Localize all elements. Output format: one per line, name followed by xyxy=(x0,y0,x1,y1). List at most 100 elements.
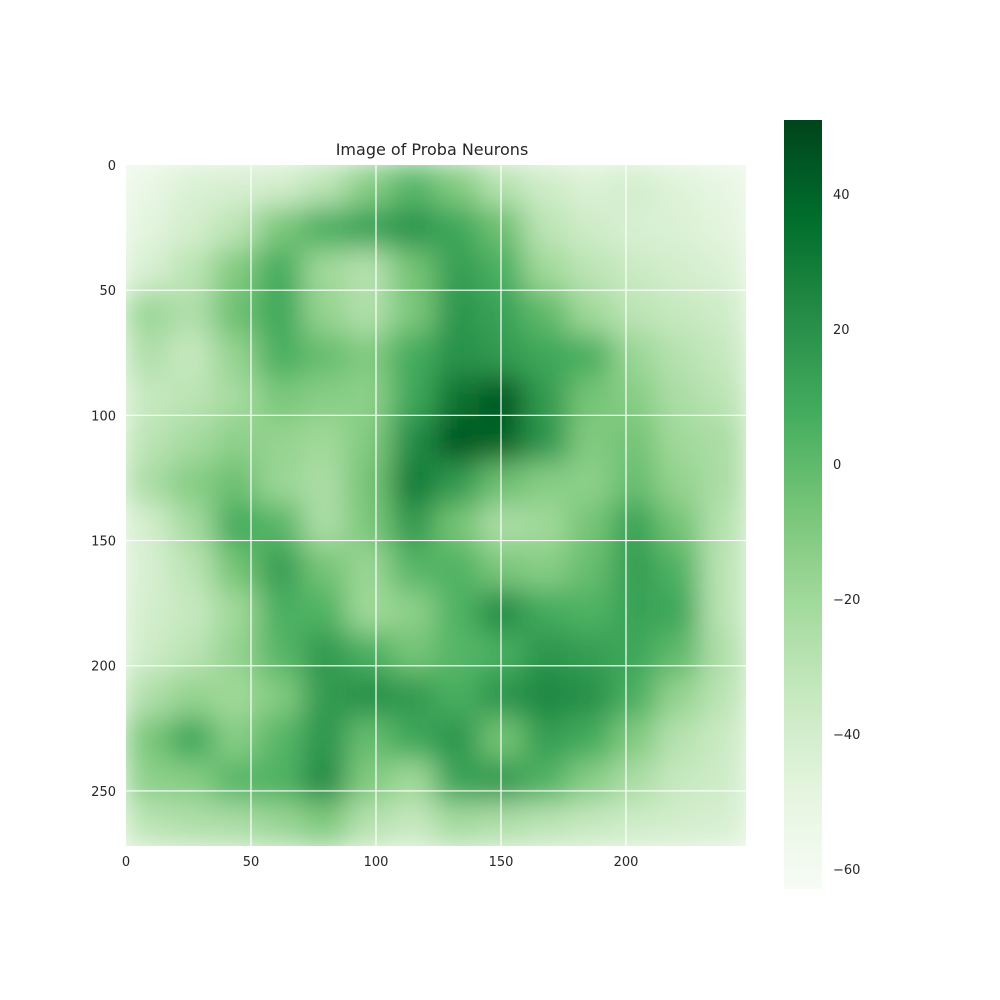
heatmap-cell xyxy=(700,717,746,762)
heatmap-cell xyxy=(435,334,482,379)
heatmap-cell xyxy=(656,419,703,464)
heatmap-cell xyxy=(346,547,393,592)
heatmap-cell xyxy=(479,759,526,805)
colorbar-ticks: 40 20 0 −20 −40 −60 xyxy=(833,188,860,878)
heatmap-cell xyxy=(700,632,746,677)
heatmap-cell xyxy=(523,461,570,507)
heatmap-cell xyxy=(523,547,570,592)
heatmap-cell xyxy=(169,759,216,805)
heatmap-cell xyxy=(612,674,659,720)
heatmap-cell xyxy=(435,376,482,422)
y-tick-label: 100 xyxy=(91,409,116,424)
heatmap-cell xyxy=(656,802,703,846)
heatmap-cell xyxy=(126,334,172,379)
heatmap-cell xyxy=(479,376,526,422)
heatmap-cell xyxy=(302,334,349,379)
heatmap-cell xyxy=(390,165,437,209)
heatmap-cell xyxy=(435,461,482,507)
heatmap-cell xyxy=(612,249,659,294)
heatmap-cell xyxy=(612,461,659,507)
heatmap-cell xyxy=(302,419,349,464)
heatmap-cell xyxy=(169,376,216,422)
colorbar xyxy=(784,120,822,889)
heatmap-cell xyxy=(567,334,615,379)
heatmap-cell xyxy=(700,206,746,252)
heatmap-cell xyxy=(346,759,393,805)
heatmap-cell xyxy=(126,717,172,762)
heatmap-cell xyxy=(390,419,437,464)
heatmap-cell xyxy=(523,291,570,337)
heatmap-cell xyxy=(346,376,393,422)
heatmap-cell xyxy=(700,249,746,294)
heatmap-cell xyxy=(169,674,216,720)
heatmap-cell xyxy=(479,249,526,294)
heatmap-cell xyxy=(302,802,349,846)
heatmap-cell xyxy=(479,717,526,762)
heatmap-cell xyxy=(567,632,615,677)
heatmap-cell xyxy=(346,249,393,294)
heatmap-cell xyxy=(523,589,570,635)
heatmap-cell xyxy=(700,759,746,805)
heatmap-cell xyxy=(567,165,615,209)
heatmap-cell xyxy=(257,291,305,337)
heatmap-cell xyxy=(435,249,482,294)
heatmap-cell xyxy=(126,165,172,209)
heatmap-cell xyxy=(346,504,393,550)
heatmap-cell xyxy=(126,291,172,337)
heatmap-cell xyxy=(302,589,349,635)
heatmap-cell xyxy=(126,589,172,635)
heatmap-cell xyxy=(213,589,260,635)
heatmap-cell xyxy=(612,589,659,635)
heatmap-cell xyxy=(700,165,746,209)
heatmap-cell xyxy=(523,206,570,252)
heatmap-cell xyxy=(126,419,172,464)
heatmap-cell xyxy=(302,717,349,762)
heatmap-cell xyxy=(126,674,172,720)
heatmap-cell xyxy=(656,717,703,762)
y-tick-label: 150 xyxy=(91,535,116,550)
heatmap-cell xyxy=(390,249,437,294)
heatmap-cell xyxy=(523,419,570,464)
heatmap-cell xyxy=(435,206,482,252)
heatmap-cell xyxy=(390,802,437,846)
heatmap-cell xyxy=(257,419,305,464)
heatmap-cell xyxy=(612,504,659,550)
heatmap-cell xyxy=(257,334,305,379)
heatmap-cell xyxy=(656,206,703,252)
heatmap-cell xyxy=(213,334,260,379)
heatmap-cell xyxy=(390,589,437,635)
heatmap-cell xyxy=(612,334,659,379)
heatmap-cell xyxy=(567,419,615,464)
heatmap-cell xyxy=(656,376,703,422)
heatmap-cell xyxy=(302,291,349,337)
colorbar-tick-label: −40 xyxy=(833,728,860,743)
grid-lines xyxy=(126,165,746,846)
heatmap-cell xyxy=(346,291,393,337)
heatmap-cell xyxy=(302,376,349,422)
heatmap-cell xyxy=(612,291,659,337)
heatmap-cell xyxy=(479,165,526,209)
heatmap-cell xyxy=(567,759,615,805)
heatmap-cell xyxy=(567,589,615,635)
heatmap-cell xyxy=(169,802,216,846)
x-tick-label: 100 xyxy=(364,855,389,870)
heatmap-cell xyxy=(612,802,659,846)
heatmap-cell xyxy=(435,419,482,464)
heatmap-cell xyxy=(213,759,260,805)
heatmap-cell xyxy=(700,674,746,720)
heatmap-cell xyxy=(213,461,260,507)
heatmap-cell xyxy=(523,802,570,846)
heatmap-cell xyxy=(435,802,482,846)
heatmap-cell xyxy=(302,461,349,507)
heatmap-cell xyxy=(126,461,172,507)
heatmap-cell xyxy=(213,547,260,592)
heatmap-cell xyxy=(346,461,393,507)
heatmap-cell xyxy=(700,376,746,422)
heatmap-cell xyxy=(656,547,703,592)
heatmap-cell xyxy=(567,376,615,422)
heatmap-cell xyxy=(213,291,260,337)
heatmap-cell xyxy=(302,547,349,592)
heatmap-cell xyxy=(390,759,437,805)
heatmap-cell xyxy=(700,334,746,379)
